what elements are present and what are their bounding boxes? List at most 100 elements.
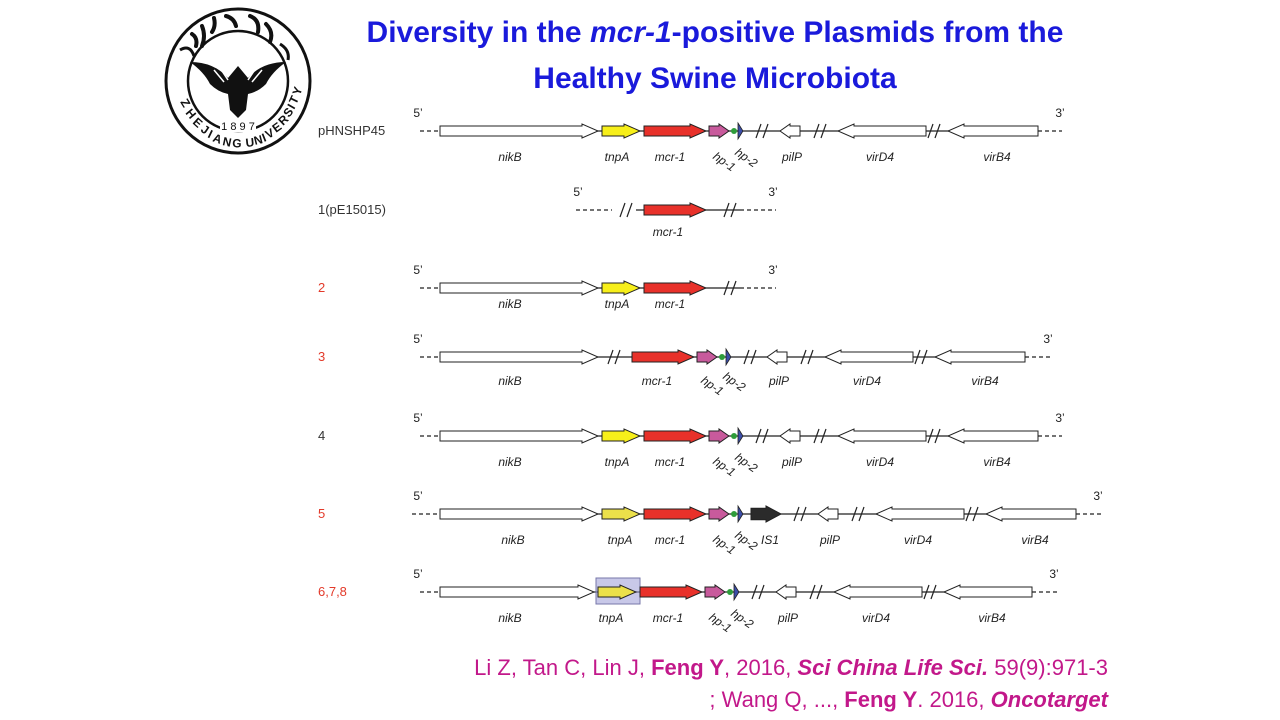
- break-mark: [809, 584, 823, 600]
- cite2-year: . 2016,: [917, 687, 991, 712]
- plasmid-label: 3: [318, 349, 325, 364]
- gene-name-mcr-1: mcr-1: [655, 297, 685, 311]
- slide-title: Diversity in the mcr-1-positive Plasmids…: [320, 10, 1110, 102]
- gene-name-nikB: nikB: [498, 297, 521, 311]
- hp-2-gene-arrow: [737, 121, 744, 141]
- virB4-gene-arrow: [933, 349, 1026, 365]
- hp-1-gene-arrow: [708, 506, 730, 522]
- pilP-gene-arrow: [779, 428, 801, 444]
- break-mark: [743, 349, 757, 365]
- hp-1-gene-arrow: [704, 584, 726, 600]
- promoter-dot: [731, 511, 737, 517]
- svg-text:I: I: [260, 131, 268, 145]
- promoter-dot: [727, 589, 733, 595]
- five-prime-label: 5’: [413, 411, 422, 425]
- citation-line-2: ; Wang Q, ..., Feng Y. 2016, Oncotarget: [474, 684, 1108, 716]
- plasmid-row: 55’ 3’nikB tnpA mcr-1 hp-1hp-2 IS1 pilP virD4 vi…: [318, 489, 1103, 557]
- gene-name-virD4: virD4: [904, 533, 932, 547]
- mcr-1-gene-arrow: [631, 349, 696, 365]
- cite2-author-bold: Feng Y: [844, 687, 918, 712]
- gene-name-pilP: pilP: [781, 455, 802, 469]
- cite2-journal: Oncotarget: [990, 687, 1108, 712]
- plasmid-label: pHNSHP45: [318, 123, 385, 138]
- break-mark: [851, 506, 865, 522]
- gene-name-virB4: virB4: [983, 455, 1011, 469]
- svg-text:I: I: [206, 127, 215, 141]
- gene-name-pilP: pilP: [777, 611, 798, 625]
- gene-name-virB4: virB4: [978, 611, 1006, 625]
- break-mark: [793, 506, 807, 522]
- virD4-gene-arrow: [836, 428, 927, 444]
- gene-name-hp-2: hp-2: [732, 145, 760, 170]
- gene-name-hp-2: hp-2: [720, 369, 748, 394]
- virB4-gene-arrow: [946, 428, 1039, 444]
- zhejiang-university-logo: 1 8 9 7 Z H E J I A N G U N I V E R S I …: [164, 7, 312, 155]
- IS1-element-arrow: [750, 505, 783, 523]
- gene-name-hp-2: hp-2: [728, 606, 756, 631]
- svg-text:N: N: [252, 132, 264, 148]
- break-mark: [813, 428, 827, 444]
- gene-name-hp-2: hp-2: [732, 528, 760, 553]
- nikB-gene-arrow: [439, 428, 600, 444]
- hp-2-gene-arrow: [725, 347, 732, 367]
- gene-name-tnpA: tnpA: [605, 455, 630, 469]
- three-prime-label: 3’: [768, 263, 777, 277]
- hp-1-gene-arrow: [696, 349, 718, 365]
- plasmid-label: 4: [318, 428, 325, 443]
- break-mark: [723, 202, 737, 218]
- gene-name-virD4: virD4: [853, 374, 881, 388]
- five-prime-label: 5’: [413, 106, 422, 120]
- three-prime-label: 3’: [1093, 489, 1102, 503]
- nikB-gene-arrow: [439, 280, 600, 296]
- break-mark: [927, 428, 941, 444]
- virD4-gene-arrow: [836, 123, 927, 139]
- break-mark: [965, 506, 979, 522]
- break-mark: [751, 584, 765, 600]
- five-prime-label: 5’: [413, 567, 422, 581]
- three-prime-label: 3’: [1049, 567, 1058, 581]
- gene-name-virD4: virD4: [866, 455, 894, 469]
- break-mark: [755, 428, 769, 444]
- gene-name-virD4: virD4: [866, 150, 894, 164]
- hp-2-gene-arrow: [737, 504, 744, 524]
- plasmid-label: 6,7,8: [318, 584, 347, 599]
- break-mark: [619, 202, 633, 218]
- pilP-gene-arrow: [766, 349, 788, 365]
- mcr-1-gene-arrow: [643, 202, 708, 218]
- hp-1-gene-arrow: [708, 428, 730, 444]
- gene-name-mcr-1: mcr-1: [655, 150, 685, 164]
- mcr-1-gene-arrow: [639, 584, 704, 600]
- cite1-authors: Li Z, Tan C, Lin J,: [474, 655, 652, 680]
- virD4-gene-arrow: [874, 506, 965, 522]
- svg-text:I: I: [284, 102, 298, 112]
- mcr-1-gene-arrow: [643, 506, 708, 522]
- svg-text:U: U: [245, 135, 255, 150]
- svg-text:G: G: [232, 136, 242, 151]
- cite1-author-bold: Feng Y: [651, 655, 725, 680]
- tnpA-gene-arrow: [601, 123, 642, 139]
- pilP-gene-arrow: [779, 123, 801, 139]
- cite2-authors: ; Wang Q, ...,: [709, 687, 845, 712]
- break-mark: [914, 349, 928, 365]
- svg-text:Y: Y: [290, 85, 306, 97]
- promoter-dot: [719, 354, 725, 360]
- nikB-gene-arrow: [439, 584, 596, 600]
- title-text-1: Diversity in the: [366, 16, 590, 49]
- break-mark: [723, 280, 737, 296]
- citation-line-1: Li Z, Tan C, Lin J, Feng Y, 2016, Sci Ch…: [474, 652, 1108, 684]
- tnpA-gene-arrow: [597, 584, 638, 600]
- gene-name-nikB: nikB: [501, 533, 524, 547]
- mcr-1-gene-arrow: [643, 280, 708, 296]
- pilP-gene-arrow: [775, 584, 797, 600]
- plasmid-row: 1(pE15015) 5’ 3’ mcr-1: [318, 185, 778, 239]
- cite1-year: , 2016,: [724, 655, 798, 680]
- nikB-gene-arrow: [439, 349, 600, 365]
- gene-name-hp-2: hp-2: [732, 450, 760, 475]
- gene-name-IS1: IS1: [761, 533, 779, 547]
- gene-name-pilP: pilP: [781, 150, 802, 164]
- gene-name-pilP: pilP: [819, 533, 840, 547]
- gene-name-mcr-1: mcr-1: [653, 611, 683, 625]
- three-prime-label: 3’: [1055, 411, 1064, 425]
- plasmid-row: 2 5’ 3’ nikB tnpA mcr-1: [318, 263, 778, 311]
- title-line-2: Healthy Swine Microbiota: [533, 62, 897, 95]
